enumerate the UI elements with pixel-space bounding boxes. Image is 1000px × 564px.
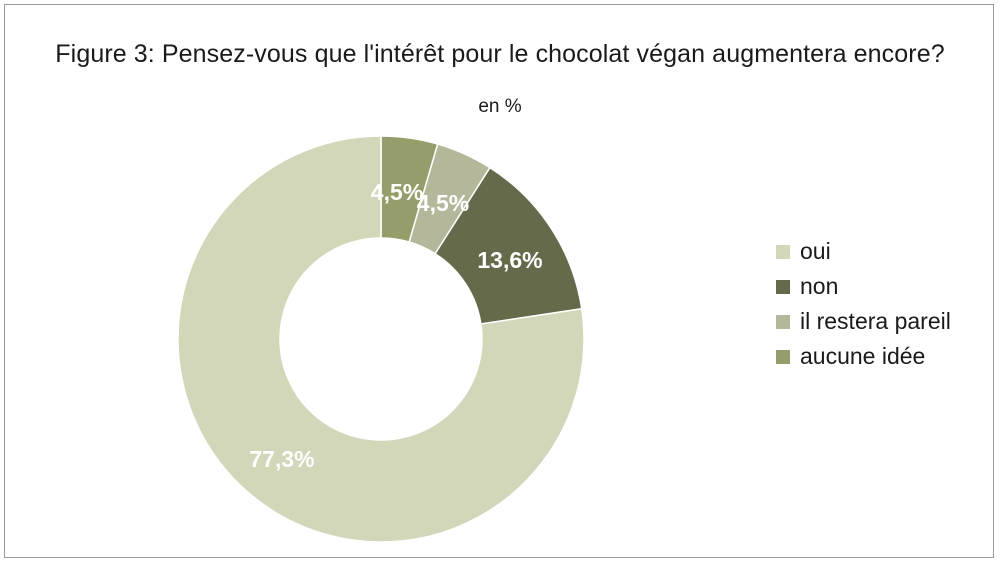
slice-value-label: 4,5% [417, 190, 469, 216]
chart-title: Figure 3: Pensez-vous que l'intérêt pour… [55, 40, 945, 68]
chart-subtitle: en % [478, 96, 522, 117]
slice-value-label: 13,6% [477, 247, 542, 273]
legend-item-aucune-idee: aucune idée [776, 339, 951, 374]
slice-value-label: 4,5% [371, 179, 423, 205]
legend-item-oui: oui [776, 234, 951, 269]
legend-swatch [776, 279, 790, 294]
legend-swatch [776, 244, 790, 259]
slice-value-label: 77,3% [249, 446, 314, 472]
legend-item-il-restera-pareil: il restera pareil [776, 304, 951, 339]
legend-label: aucune idée [800, 343, 926, 369]
legend-swatch [776, 349, 790, 364]
chart-legend: oui non il restera pareil aucune idée [776, 234, 951, 374]
slice-oui [177, 135, 585, 543]
legend-label: il restera pareil [800, 308, 951, 334]
legend-label: non [800, 273, 839, 299]
legend-item-non: non [776, 269, 951, 304]
legend-swatch [776, 314, 790, 329]
legend-label: oui [800, 238, 831, 264]
